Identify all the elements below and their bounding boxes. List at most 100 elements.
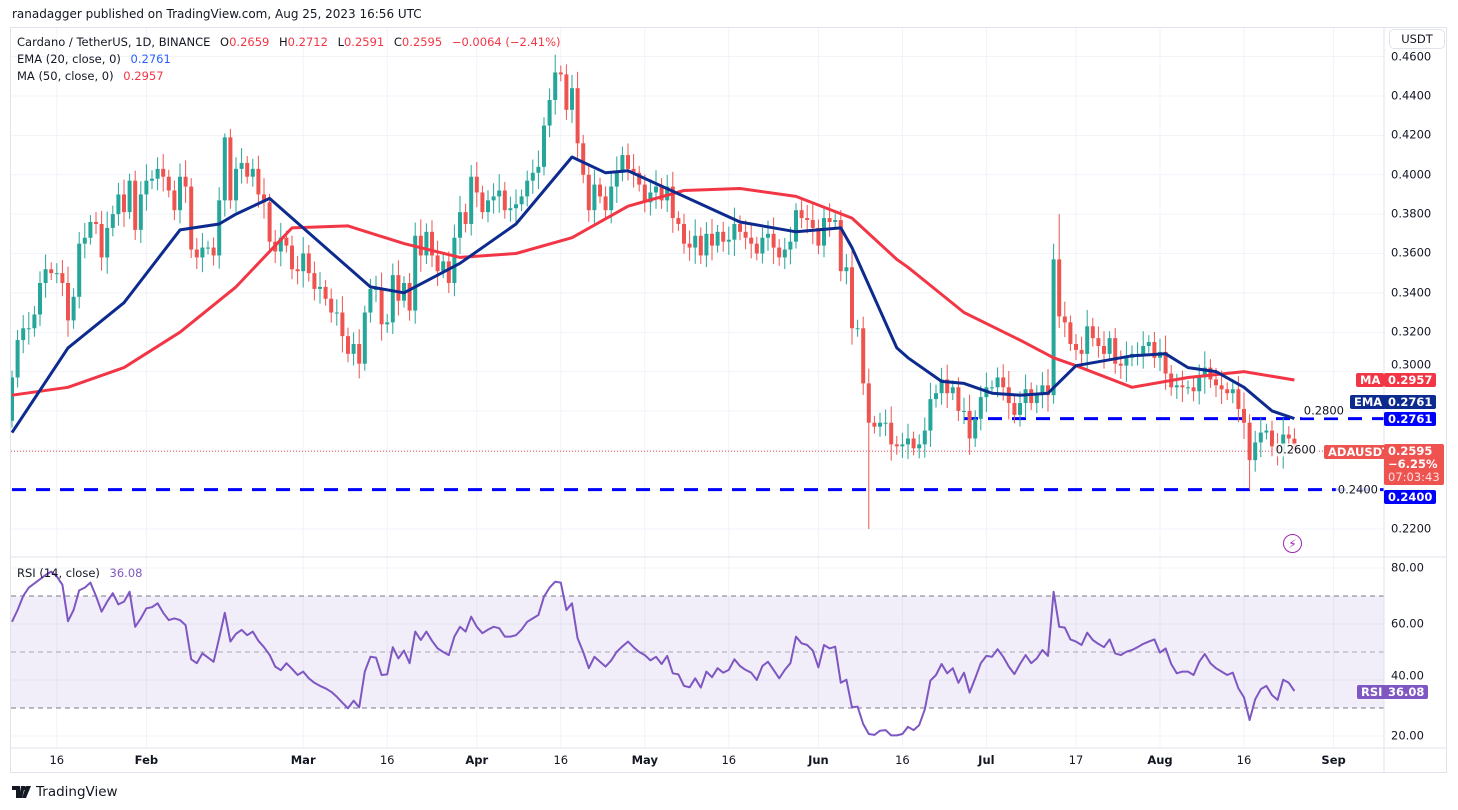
- candle-body: [850, 267, 854, 329]
- candle-body: [614, 172, 619, 187]
- candle-body: [827, 218, 832, 222]
- candle-body: [312, 273, 317, 289]
- candle-body: [626, 155, 630, 169]
- ohlc-open: O0.2659: [220, 35, 269, 49]
- candle-body: [497, 190, 502, 197]
- candle-body: [542, 125, 546, 167]
- candle-body: [32, 314, 37, 329]
- candle: [250, 158, 255, 187]
- candle: [245, 156, 250, 184]
- candle-body: [878, 422, 882, 427]
- candle-body: [1040, 385, 1045, 396]
- candle-body: [206, 247, 210, 249]
- candle: [144, 164, 149, 211]
- candle-body: [950, 387, 955, 394]
- candle-body: [1141, 345, 1146, 354]
- lightning-bolt-icon[interactable]: ⚡: [1283, 534, 1302, 553]
- candle-body: [631, 168, 636, 173]
- candle-body: [318, 286, 322, 289]
- candle-body: [189, 186, 194, 250]
- candle: [928, 382, 933, 447]
- candle-body: [1001, 377, 1006, 388]
- candle-body: [648, 192, 653, 203]
- rsi-line[interactable]: [11, 570, 1296, 737]
- candle-body: [1018, 403, 1022, 415]
- candle-body: [463, 212, 468, 224]
- candle: [206, 240, 210, 255]
- candle-body: [390, 275, 395, 323]
- candle: [883, 409, 888, 436]
- candle-body: [306, 253, 311, 274]
- candle: [1230, 379, 1235, 404]
- candle: [60, 259, 65, 297]
- candle: [474, 161, 479, 208]
- candle: [1040, 372, 1045, 409]
- candle-body: [110, 214, 115, 228]
- candle: [26, 311, 31, 345]
- candle: [906, 423, 910, 460]
- candle-body: [508, 208, 513, 211]
- candle-body: [687, 243, 692, 248]
- candle-body: [334, 312, 339, 314]
- candle: [1096, 326, 1101, 358]
- candle: [1085, 309, 1090, 371]
- candle-body: [480, 192, 485, 213]
- time-axis-label: 16: [721, 753, 737, 767]
- candle: [833, 213, 838, 229]
- candle: [1074, 333, 1078, 360]
- candle-body: [570, 88, 574, 110]
- candle: [329, 288, 334, 323]
- candle: [1242, 392, 1246, 440]
- candle: [939, 367, 944, 405]
- candle-body: [799, 210, 804, 219]
- symbol-name[interactable]: Cardano / TetherUS, 1D, BINANCE: [17, 35, 211, 49]
- ma-legend-value: 0.2957: [123, 69, 164, 83]
- ohlc-close: C0.2595: [394, 35, 442, 49]
- candle-body: [1253, 442, 1258, 461]
- candle-body: [1180, 385, 1185, 388]
- candle-body: [430, 231, 434, 256]
- candle-body: [469, 176, 474, 224]
- candle-body: [94, 221, 98, 224]
- candle: [441, 254, 446, 279]
- currency-button[interactable]: USDT: [1389, 29, 1445, 49]
- candle: [1034, 385, 1039, 414]
- chart-frame: [10, 27, 1447, 773]
- time-axis-label: 16: [1236, 753, 1252, 767]
- candle-body: [1146, 342, 1151, 346]
- rsi-line-group: [11, 570, 1296, 737]
- candle: [77, 232, 82, 309]
- candle: [161, 154, 166, 192]
- tradingview-logo[interactable]: TradingView: [12, 784, 118, 800]
- candle-body: [228, 137, 233, 201]
- candle-body: [66, 283, 70, 321]
- candle-body: [1124, 357, 1129, 366]
- candle: [570, 74, 574, 124]
- ohlc-high-label: H: [279, 35, 288, 49]
- candle-body: [553, 72, 558, 100]
- ma50-line[interactable]: [11, 187, 1295, 397]
- candle: [1208, 359, 1213, 388]
- candle: [278, 222, 283, 267]
- candle: [592, 169, 597, 225]
- candle-body: [654, 186, 658, 193]
- candle-body: [1057, 259, 1062, 317]
- symbol-legend: Cardano / TetherUS, 1D, BINANCE O0.2659 …: [17, 35, 567, 49]
- candle-body: [54, 273, 59, 275]
- candle-body: [962, 410, 966, 412]
- candle-body: [928, 399, 933, 431]
- rsi-legend[interactable]: RSI (14, close) 36.08: [17, 566, 148, 580]
- ma-legend[interactable]: MA (50, close, 0) 0.2957: [17, 69, 170, 83]
- candle-body: [161, 168, 166, 177]
- price-axis-label: 0.4600: [1391, 49, 1432, 64]
- candle: [738, 215, 742, 241]
- ohlc-open-label: O: [220, 35, 230, 49]
- candle-body: [200, 247, 205, 258]
- candle: [222, 133, 227, 217]
- candle-body: [194, 249, 199, 258]
- ema20-line[interactable]: [11, 155, 1295, 434]
- ema-legend[interactable]: EMA (20, close, 0) 0.2761: [17, 52, 177, 66]
- candle-body: [178, 176, 182, 211]
- candle: [676, 211, 681, 231]
